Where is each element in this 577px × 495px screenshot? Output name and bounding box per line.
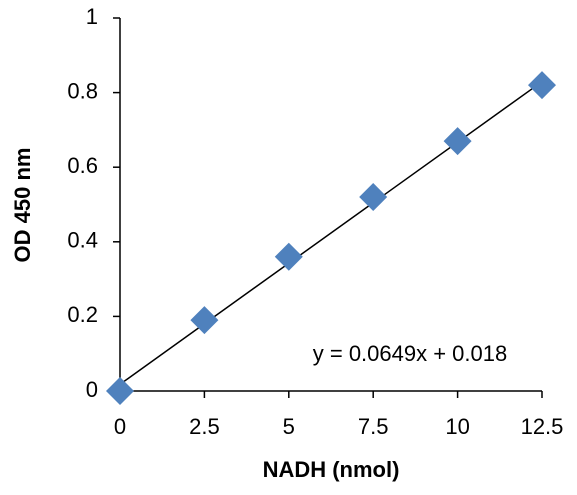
x-tick-label: 2.5 [189,414,220,439]
x-axis-label: NADH (nmol) [263,457,400,482]
y-tick-label: 0.8 [67,78,98,103]
y-tick-label: 0.6 [67,153,98,178]
x-tick-label: 7.5 [358,414,389,439]
trendline [119,81,543,385]
data-point [190,306,219,335]
y-tick-label: 0 [86,377,98,402]
trendline-equation: y = 0.0649x + 0.018 [313,341,508,366]
y-tick-label: 1 [86,4,98,29]
y-tick-label: 0.4 [67,228,98,253]
x-tick-label: 5 [283,414,295,439]
x-tick-label: 0 [114,414,126,439]
data-point [106,377,134,405]
data-point [359,183,388,212]
x-tick-label: 10 [445,414,469,439]
y-axis-label: OD 450 nm [10,148,35,263]
data-point [443,127,472,156]
y-tick-label: 0.2 [67,302,98,327]
data-point [528,71,556,100]
data-point [274,242,303,271]
x-tick-label: 12.5 [521,414,564,439]
